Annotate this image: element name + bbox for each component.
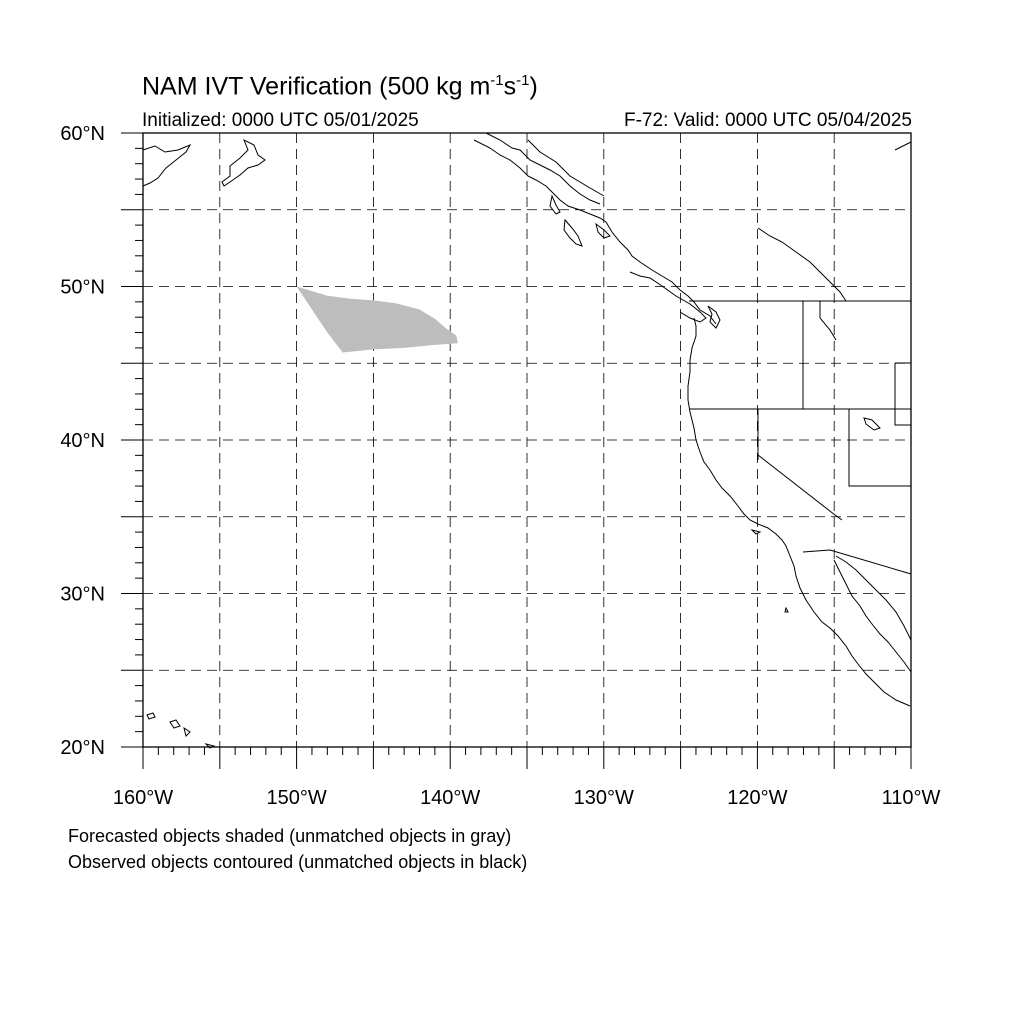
observed-note: Observed objects contoured (unmatched ob… xyxy=(68,852,528,872)
lon-label: 120°W xyxy=(727,787,787,809)
coastlines-and-borders xyxy=(142,132,912,749)
us-west-coast xyxy=(687,317,911,707)
forecast-objects xyxy=(296,286,458,353)
lat-label: 40°N xyxy=(60,430,105,452)
alaska-boundary xyxy=(527,139,605,197)
alaska-panhandle-islands xyxy=(549,194,611,247)
islands xyxy=(146,417,881,749)
lon-label: 150°W xyxy=(266,787,326,809)
lon-label: 130°W xyxy=(574,787,634,809)
axis-labels: 60°N 50°N 40°N 30°N 20°N 160°W 150°W 140°W 130°W… xyxy=(60,123,940,809)
lon-label: 110°W xyxy=(882,787,941,809)
lat-label: 50°N xyxy=(60,277,105,299)
alaska-coast xyxy=(142,132,912,223)
washington-sound xyxy=(707,305,721,329)
valid-time: F-72: Valid: 0000 UTC 05/04/2025 xyxy=(624,110,912,131)
lat-label: 20°N xyxy=(60,737,105,759)
axis-ticks xyxy=(121,132,912,769)
graticule xyxy=(143,133,911,747)
bc-coast xyxy=(605,221,717,325)
lat-label: 30°N xyxy=(60,584,105,606)
us-borders xyxy=(689,300,912,575)
canada-interior xyxy=(757,227,847,302)
baja-gulf xyxy=(833,555,912,673)
lat-label: 60°N xyxy=(60,123,105,145)
initialized-time: Initialized: 0000 UTC 05/01/2025 xyxy=(142,110,419,131)
chart-title: NAM IVT Verification (500 kg m-1s-1) xyxy=(142,72,538,101)
lon-label: 160°W xyxy=(113,787,173,809)
forecast-object-unmatched xyxy=(296,286,458,353)
forecast-note: Forecasted objects shaded (unmatched obj… xyxy=(68,826,512,846)
lon-label: 140°W xyxy=(420,787,480,809)
